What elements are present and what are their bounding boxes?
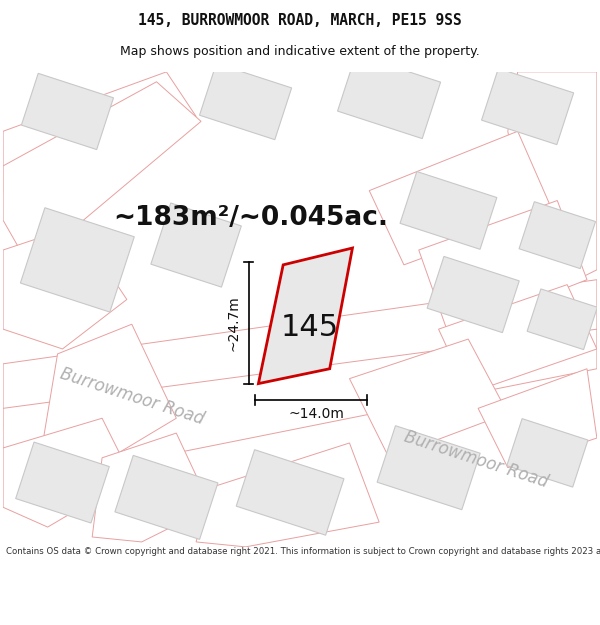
Polygon shape — [92, 433, 211, 542]
Polygon shape — [200, 64, 292, 139]
Text: ~183m²/~0.045ac.: ~183m²/~0.045ac. — [113, 206, 388, 231]
Polygon shape — [439, 284, 597, 394]
Polygon shape — [519, 202, 596, 269]
Text: Map shows position and indicative extent of the property.: Map shows position and indicative extent… — [120, 44, 480, 58]
Text: Contains OS data © Crown copyright and database right 2021. This information is : Contains OS data © Crown copyright and d… — [6, 547, 600, 556]
Polygon shape — [236, 450, 344, 535]
Polygon shape — [3, 82, 201, 255]
Polygon shape — [427, 256, 519, 332]
Polygon shape — [369, 131, 553, 265]
Polygon shape — [527, 289, 598, 349]
Polygon shape — [377, 426, 480, 510]
Polygon shape — [3, 329, 597, 468]
Polygon shape — [400, 171, 497, 249]
Polygon shape — [3, 72, 196, 240]
Text: Burrowmoor Road: Burrowmoor Road — [58, 364, 206, 428]
Polygon shape — [478, 369, 597, 468]
Polygon shape — [482, 68, 574, 144]
Polygon shape — [507, 419, 588, 487]
Polygon shape — [151, 203, 241, 287]
Polygon shape — [508, 72, 597, 299]
Polygon shape — [3, 225, 127, 349]
Polygon shape — [22, 73, 113, 149]
Polygon shape — [419, 201, 587, 334]
Polygon shape — [115, 456, 218, 539]
Polygon shape — [196, 443, 379, 547]
Text: 145: 145 — [281, 312, 339, 342]
Polygon shape — [349, 339, 508, 458]
Polygon shape — [16, 442, 109, 523]
Polygon shape — [3, 280, 597, 428]
Polygon shape — [20, 208, 134, 312]
Text: 145, BURROWMOOR ROAD, MARCH, PE15 9SS: 145, BURROWMOOR ROAD, MARCH, PE15 9SS — [138, 13, 462, 28]
Polygon shape — [259, 248, 352, 384]
Text: Burrowmoor Road: Burrowmoor Road — [402, 428, 550, 492]
Polygon shape — [3, 72, 597, 547]
Text: ~14.0m: ~14.0m — [289, 408, 344, 421]
Text: ~24.7m: ~24.7m — [227, 295, 241, 351]
Polygon shape — [3, 418, 132, 527]
Polygon shape — [338, 54, 440, 139]
Polygon shape — [43, 324, 176, 462]
